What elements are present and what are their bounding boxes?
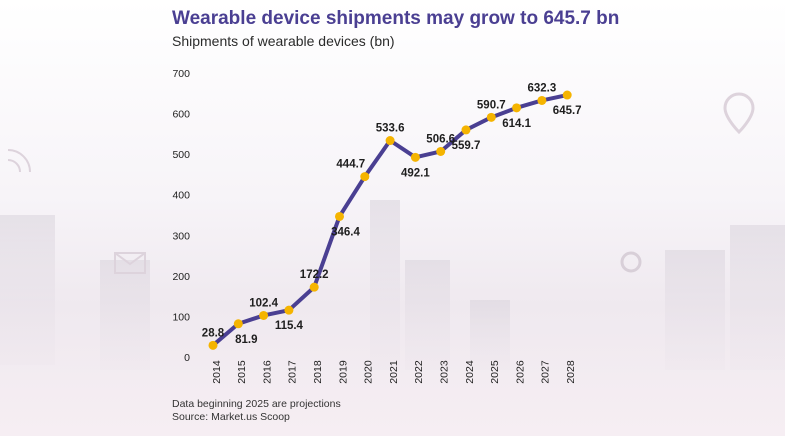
data-point (208, 340, 218, 350)
data-label: 81.9 (235, 334, 257, 346)
data-label: 492.1 (401, 167, 430, 179)
footnote: Data beginning 2025 are projections Sour… (172, 398, 341, 424)
x-tick-label: 2026 (514, 360, 526, 384)
x-tick-label: 2017 (287, 360, 299, 384)
data-label: 559.7 (452, 140, 481, 152)
data-point (537, 95, 547, 105)
y-tick-label: 0 (184, 352, 190, 364)
x-tick-label: 2015 (236, 360, 248, 384)
data-label: 444.7 (336, 159, 365, 171)
data-label: 115.4 (275, 320, 304, 332)
data-point (410, 152, 420, 162)
data-point (360, 172, 370, 182)
data-label: 172.2 (300, 269, 329, 281)
projection-note: Data beginning 2025 are projections (172, 398, 341, 410)
y-tick-label: 700 (172, 68, 190, 80)
y-tick-label: 100 (172, 311, 190, 323)
y-tick-label: 400 (172, 190, 190, 202)
data-point (436, 146, 446, 156)
data-point (385, 136, 395, 146)
x-tick-label: 2018 (312, 360, 324, 384)
data-point (512, 103, 522, 113)
data-label: 645.7 (553, 105, 582, 117)
chart-title: Wearable device shipments may grow to 64… (172, 8, 620, 29)
x-tick-label: 2021 (388, 360, 400, 384)
x-tick-label: 2016 (261, 360, 273, 384)
y-tick-label: 200 (172, 271, 190, 283)
location-pin-icon (723, 92, 755, 135)
wifi-icon (7, 149, 31, 173)
data-point (486, 112, 496, 122)
x-tick-label: 2023 (438, 360, 450, 384)
data-label: 590.7 (477, 99, 506, 111)
data-point (259, 310, 269, 320)
decor-circle-icon (620, 251, 642, 273)
x-tick-label: 2028 (565, 360, 577, 384)
data-point (335, 211, 344, 221)
data-point (233, 319, 243, 329)
data-point (461, 125, 471, 135)
x-tick-label: 2020 (363, 360, 375, 384)
x-tick-label: 2022 (413, 360, 425, 384)
x-tick-label: 2019 (337, 360, 349, 384)
data-label: 533.6 (376, 123, 405, 135)
data-label: 506.6 (426, 133, 455, 145)
chart-subtitle: Shipments of wearable devices (bn) (172, 33, 395, 49)
y-tick-label: 600 (172, 109, 190, 121)
x-tick-label: 2027 (540, 360, 552, 384)
y-tick-label: 300 (172, 230, 190, 242)
y-tick-label: 500 (172, 149, 190, 161)
data-label: 346.4 (331, 226, 360, 238)
source-note: Source: Market.us Scoop (172, 411, 290, 423)
data-point (562, 90, 572, 100)
x-tick-label: 2014 (211, 360, 223, 384)
data-label: 28.8 (202, 327, 225, 339)
data-point (284, 305, 294, 315)
data-label: 102.4 (249, 297, 278, 309)
mail-icon (114, 252, 146, 274)
x-tick-label: 2024 (464, 360, 476, 384)
data-label: 632.3 (528, 82, 557, 94)
data-label: 614.1 (502, 118, 531, 130)
data-point (309, 282, 319, 292)
x-tick-label: 2025 (489, 360, 501, 384)
